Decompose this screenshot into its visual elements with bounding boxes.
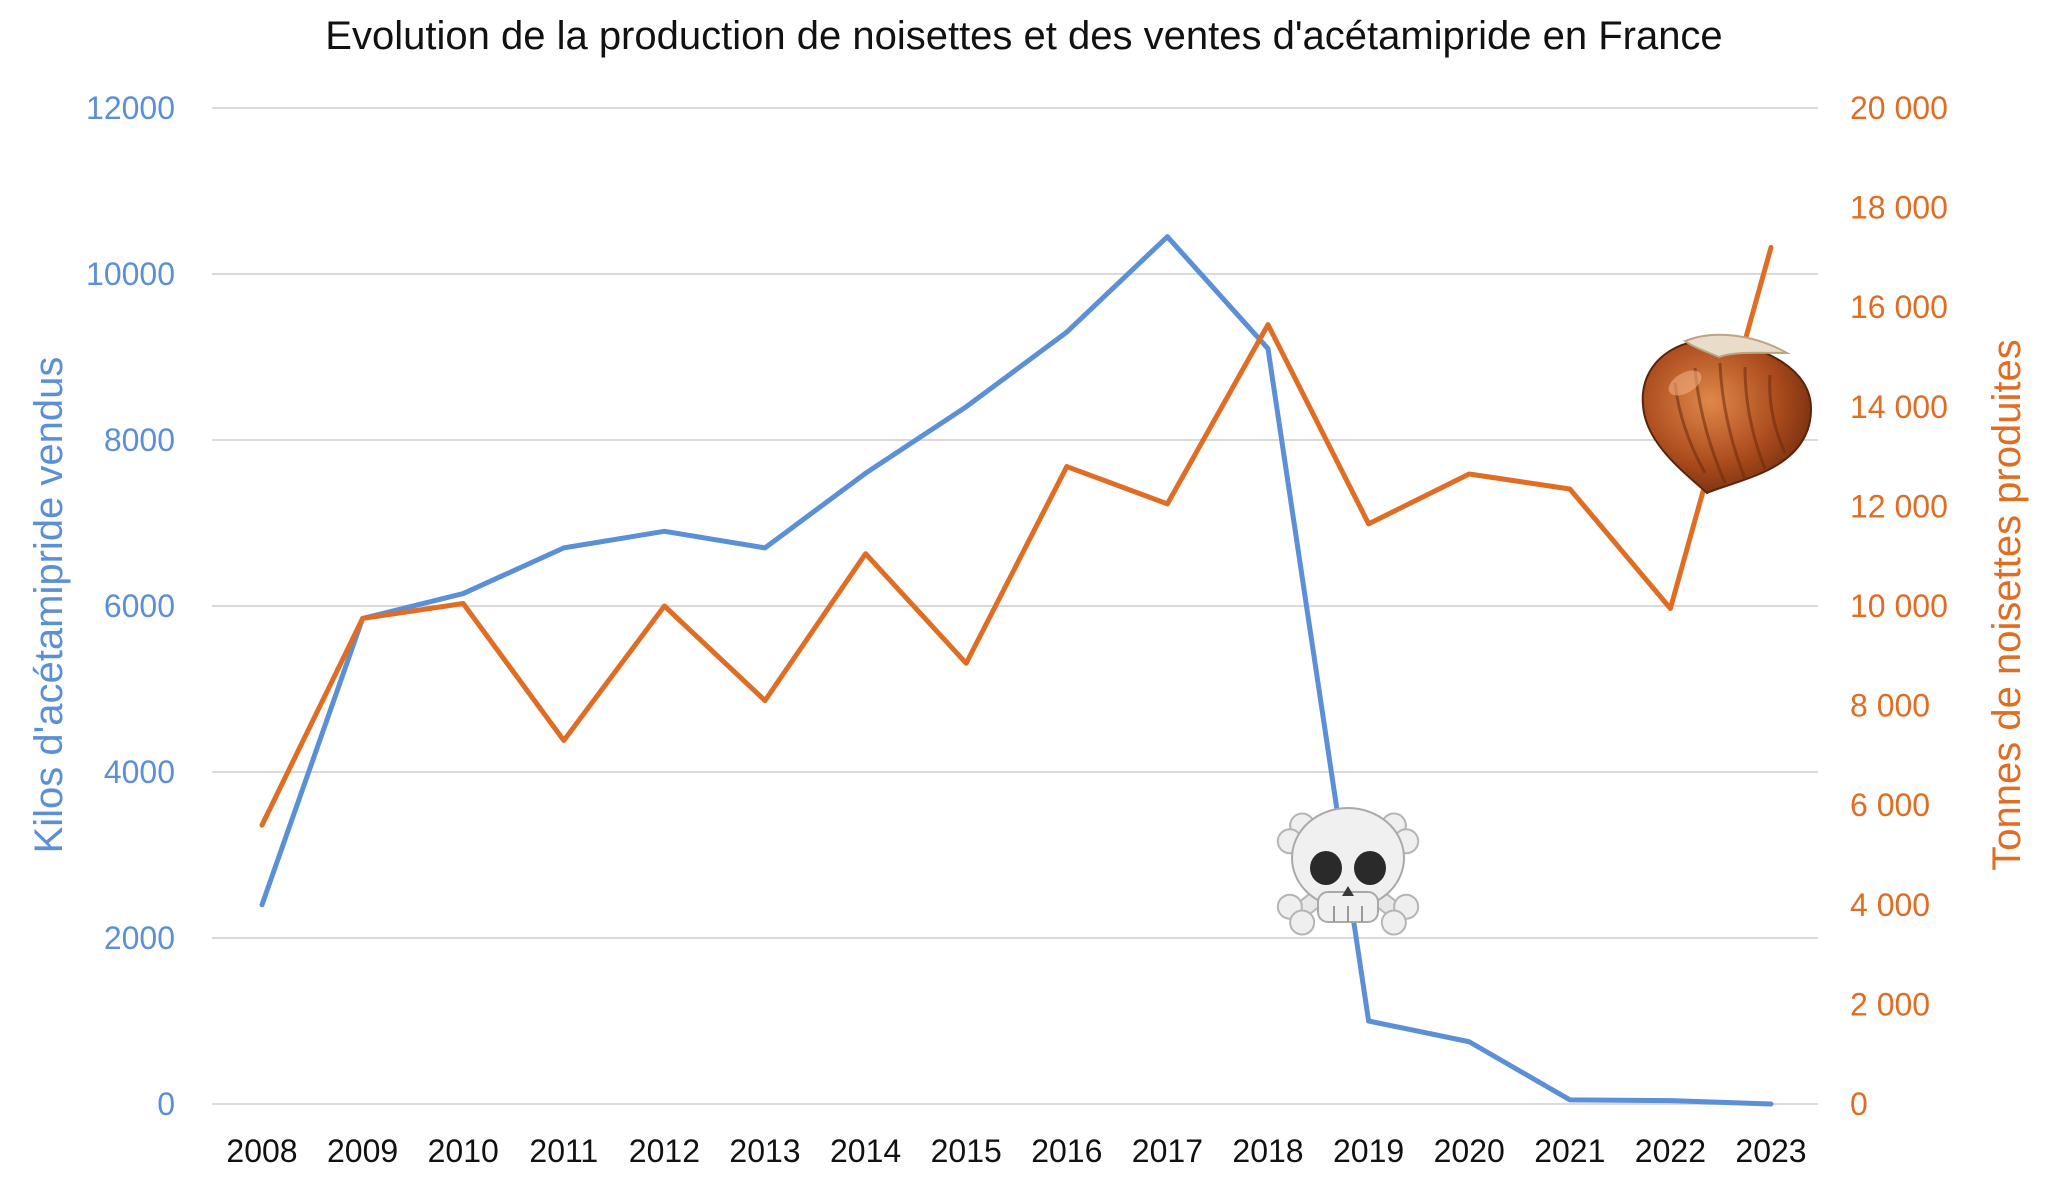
x-tick-label: 2011 (529, 1133, 598, 1169)
hazelnut-icon (1641, 333, 1813, 495)
x-tick-label: 2009 (327, 1133, 398, 1169)
x-tick-label: 2014 (830, 1133, 901, 1169)
hazelnut-stripe (1743, 366, 1767, 470)
y-left-tick-label: 2000 (104, 920, 175, 956)
series-line-acetamipride (259, 234, 1774, 1107)
x-tick-label: 2016 (1031, 1133, 1102, 1169)
y-right-tick-label: 18 000 (1850, 190, 1948, 226)
x-tick-label: 2022 (1635, 1133, 1706, 1169)
x-tick-label: 2018 (1232, 1133, 1303, 1169)
y-left-tick-label: 0 (157, 1086, 175, 1122)
y-right-tick-label: 8 000 (1850, 688, 1930, 724)
x-tick-label: 2015 (931, 1133, 1002, 1169)
x-tick-label: 2019 (1333, 1133, 1404, 1169)
skull-nose (1342, 886, 1354, 896)
y-right-tick-label: 10 000 (1850, 588, 1948, 624)
hazelnut-stripe (1768, 374, 1787, 454)
hazelnut-stripe (1718, 362, 1747, 480)
y-left-tick-label: 10000 (86, 256, 175, 292)
y-left-tick-label: 6000 (104, 588, 175, 624)
x-tick-label: 2013 (729, 1133, 800, 1169)
skull-crossbones-icon (1276, 807, 1420, 936)
y-right-tick-label: 0 (1850, 1086, 1868, 1122)
bone-knob (1289, 909, 1316, 936)
series-line-noisettes (259, 244, 1774, 828)
x-tick-label: 2023 (1735, 1133, 1806, 1169)
hazelnut-cap (1682, 333, 1791, 359)
y-left-tick-label: 4000 (104, 754, 175, 790)
y-right-tick-label: 20 000 (1850, 90, 1948, 126)
x-tick-label: 2021 (1534, 1133, 1605, 1169)
y-left-tick-label: 12000 (86, 90, 175, 126)
x-tick-label: 2020 (1434, 1133, 1505, 1169)
x-tick-label: 2010 (428, 1133, 499, 1169)
y-right-tick-label: 6 000 (1850, 787, 1930, 823)
x-tick-label: 2012 (629, 1133, 700, 1169)
bone-knob (1380, 909, 1407, 936)
skull-eye-left (1310, 851, 1342, 885)
y-left-tick-label: 8000 (104, 422, 175, 458)
y-right-tick-label: 14 000 (1850, 389, 1948, 425)
chart-title: Evolution de la production de noisettes … (325, 14, 1723, 58)
y-right-tick-label: 16 000 (1850, 289, 1948, 325)
y-right-tick-label: 2 000 (1850, 986, 1930, 1022)
x-tick-label: 2008 (226, 1133, 297, 1169)
y-left-axis-title: Kilos d'acétamipride vendus (27, 357, 71, 854)
y-right-axis-title: Tonnes de noisettes produites (1985, 339, 2029, 870)
gridlines (212, 107, 1818, 1105)
hazelnut-highlight (1668, 370, 1702, 396)
x-tick-label: 2017 (1132, 1133, 1203, 1169)
y-right-tick-label: 4 000 (1850, 887, 1930, 923)
y-right-tick-label: 12 000 (1850, 488, 1948, 524)
skull-eye-right (1354, 851, 1386, 885)
